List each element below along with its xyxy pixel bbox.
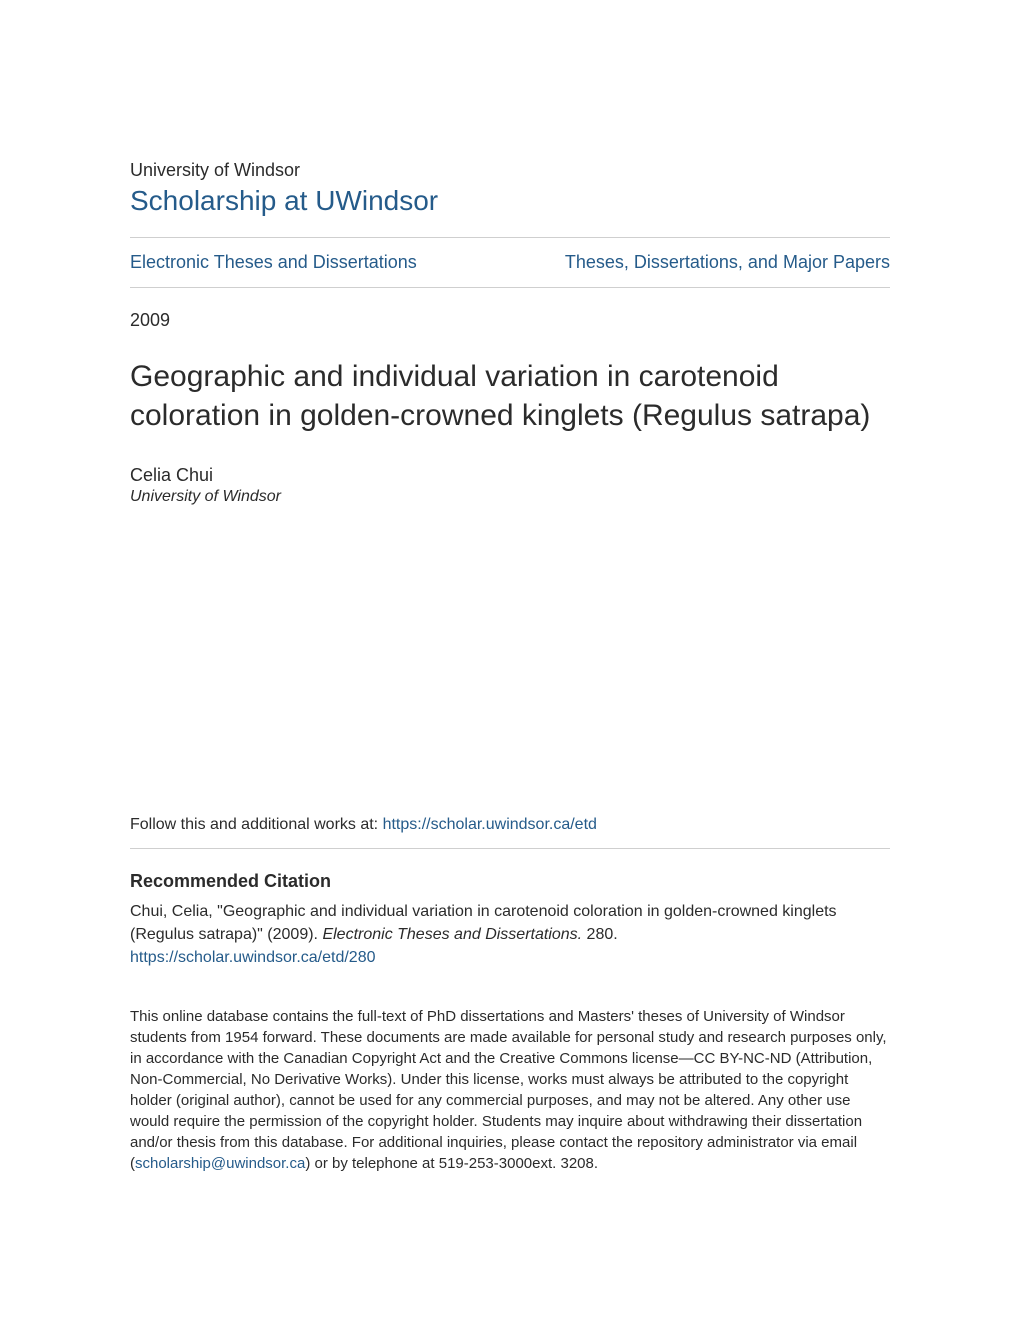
divider-nav	[130, 287, 890, 288]
citation-body: Chui, Celia, "Geographic and individual …	[130, 900, 890, 946]
citation-heading: Recommended Citation	[130, 871, 890, 892]
footer-email-link[interactable]: scholarship@uwindsor.ca	[135, 1155, 305, 1172]
footer-disclaimer: This online database contains the full-t…	[130, 1006, 890, 1174]
follow-works-row: Follow this and additional works at: htt…	[130, 816, 890, 834]
citation-series-title: Electronic Theses and Dissertations.	[322, 926, 582, 943]
spacer	[130, 506, 890, 816]
repository-link[interactable]: Scholarship at UWindsor	[130, 185, 438, 217]
footer-text-1: This online database contains the full-t…	[130, 1008, 887, 1172]
divider-follow	[130, 848, 890, 849]
breadcrumb-nav: Electronic Theses and Dissertations Thes…	[130, 238, 890, 287]
author-name: Celia Chui	[130, 465, 890, 486]
citation-link[interactable]: https://scholar.uwindsor.ca/etd/280	[130, 949, 375, 966]
author-affiliation: University of Windsor	[130, 488, 890, 506]
follow-prefix: Follow this and additional works at:	[130, 816, 383, 833]
publication-year: 2009	[130, 310, 890, 331]
nav-link-collection[interactable]: Theses, Dissertations, and Major Papers	[565, 252, 890, 273]
nav-link-etd[interactable]: Electronic Theses and Dissertations	[130, 252, 417, 273]
citation-text-2: 280.	[582, 926, 618, 943]
follow-link[interactable]: https://scholar.uwindsor.ca/etd	[383, 816, 597, 833]
footer-text-2: ) or by telephone at 519-253-3000ext. 32…	[305, 1155, 598, 1172]
page-title: Geographic and individual variation in c…	[130, 357, 890, 435]
institution-label: University of Windsor	[130, 160, 890, 181]
